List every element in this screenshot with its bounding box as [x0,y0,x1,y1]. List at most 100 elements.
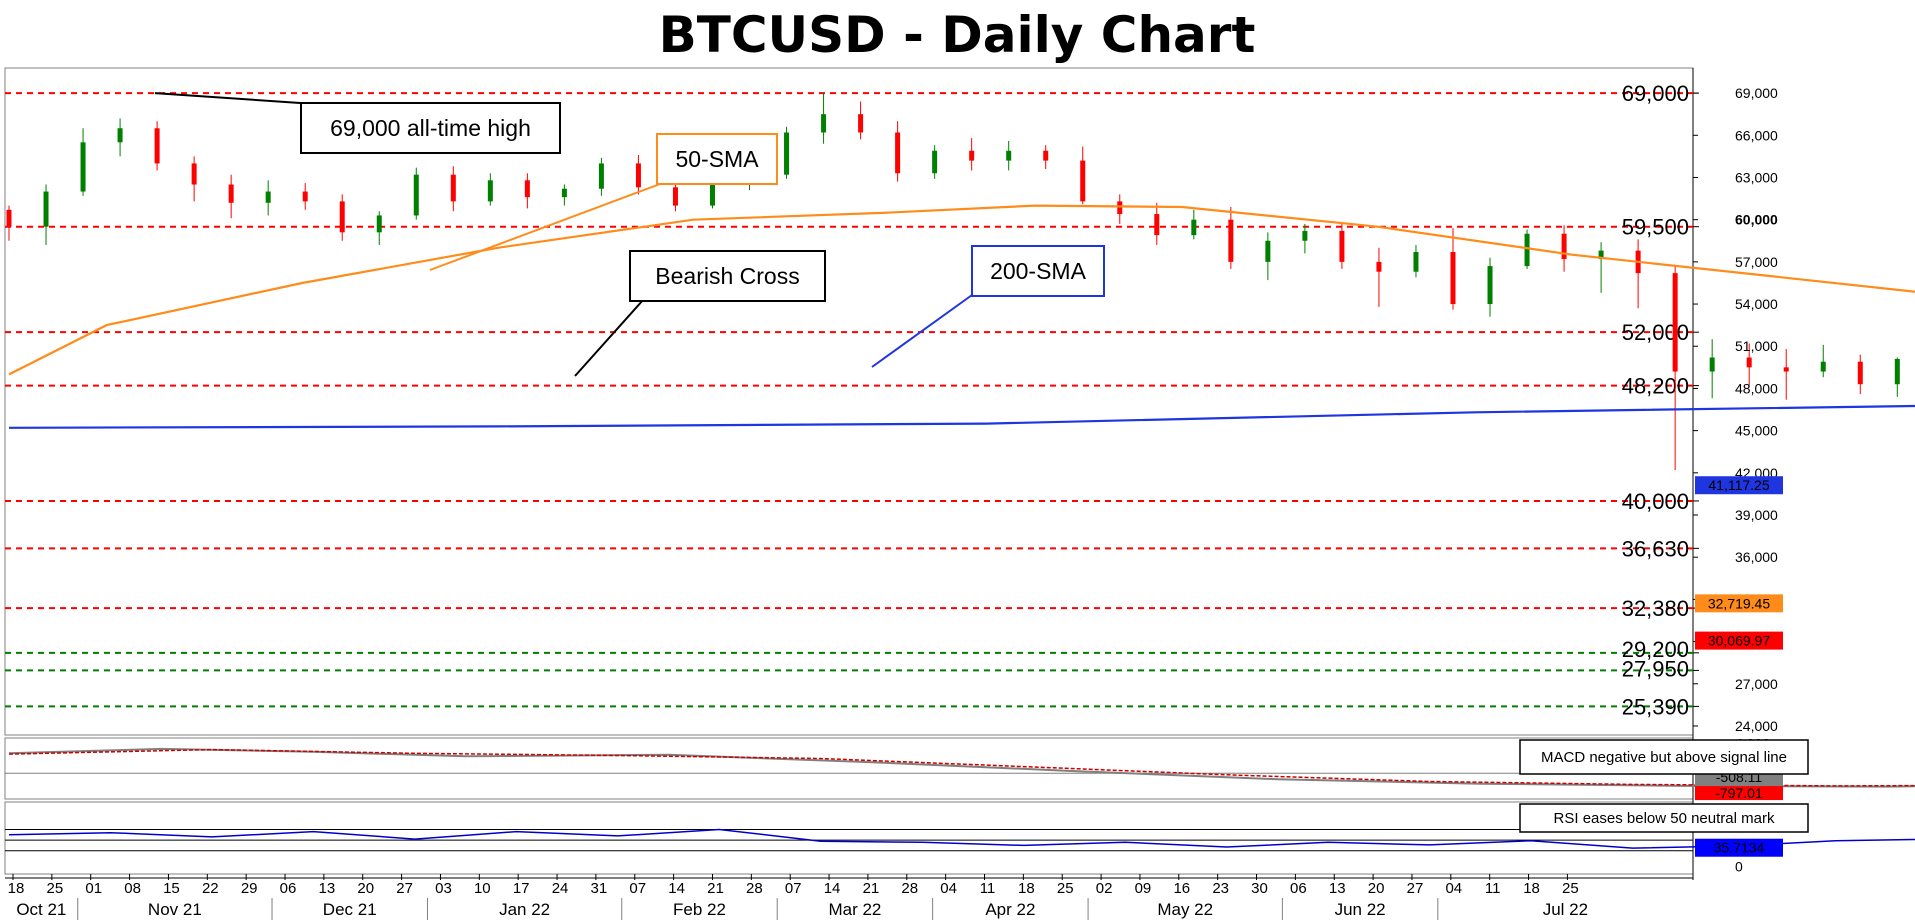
level-label-4: 40,000 [1622,489,1689,514]
price-panel-frame [4,67,1694,736]
signal-badge [1695,786,1783,801]
candle [1339,222,1345,269]
x-tick-label-16: 07 [629,880,646,897]
candle-body [1006,150,1012,161]
candle [117,118,123,157]
x-tick-label-19: 28 [746,880,763,897]
candle-body [709,184,715,206]
month-label-3: Jan 22 [499,900,550,919]
candle-body [1598,250,1604,260]
month-label-7: May 22 [1157,900,1213,919]
candle-body [1746,357,1752,368]
candle-body [1265,240,1271,262]
x-tick-label-6: 29 [241,880,258,897]
month-label-8: Jun 22 [1335,900,1386,919]
candle-body [6,209,12,227]
candle-body [1228,219,1234,262]
candle-body [1487,266,1493,305]
candlesticks [6,93,1900,471]
ath-label: 69,000 all-time high [330,115,531,141]
y-tick-label-2: 63,000 [1735,169,1778,185]
chart-title: BTCUSD - Daily Chart [659,6,1256,64]
ath-box [300,102,561,154]
x-tick-label-40: 25 [1562,880,1579,897]
candle-body [969,150,975,161]
x-tick-label-9: 20 [357,880,374,897]
x-tick-label-20: 07 [785,880,802,897]
level-label-0: 69,000 [1622,81,1689,106]
candle [265,180,271,216]
x-tick-label-11: 03 [435,880,452,897]
y-tick-label-1: 66,000 [1735,127,1778,143]
level-label-6: 32,380 [1622,596,1689,621]
y-tick-label-15: 24,000 [1735,718,1778,734]
candle-body [561,188,567,198]
candle [1302,223,1308,254]
candle-body [117,128,123,143]
x-tick-label-26: 18 [1018,880,1035,897]
bearish-cross-box [629,250,826,302]
x-tick-label-22: 21 [863,880,880,897]
candle [1487,257,1493,317]
sma200-pointer [871,294,973,368]
candle-body [1672,273,1678,372]
candle-body [895,132,901,174]
month-label-2: Dec 21 [323,900,377,919]
candle-body [1857,361,1863,385]
candle [1672,266,1678,471]
level-label-8: 27,950 [1622,656,1689,681]
candle [413,167,419,220]
candle [80,128,86,196]
candle-body [376,215,382,233]
candle [339,194,345,241]
candle [6,205,12,241]
candle-body [1783,367,1789,372]
x-tick-label-28: 02 [1096,880,1113,897]
candle-body [487,180,493,202]
month-label-6: Apr 22 [985,900,1035,919]
y-tick-label-0: 69,000 [1735,85,1778,101]
month-label-4: Feb 22 [673,900,726,919]
price-badge-1 [1695,594,1783,613]
sma50-label: 50-SMA [675,146,759,172]
candle [1709,339,1715,399]
x-tick-label-30: 16 [1173,880,1190,897]
x-tick-label-17: 14 [668,880,685,897]
level-label-5: 36,630 [1622,536,1689,561]
x-tick-label-36: 27 [1407,880,1424,897]
x-tick-label-10: 27 [396,880,413,897]
level-label-2: 52,000 [1622,320,1689,345]
candle-body [265,191,271,203]
candle-body [450,174,456,202]
candle-body [1080,160,1086,202]
level-label-9: 25,390 [1622,694,1689,719]
moving-averages [8,204,1915,429]
level-label-1: 59,500 [1622,215,1689,240]
candle [1228,207,1234,269]
month-label-9: Jul 22 [1543,900,1588,919]
price-badge-label-0: 41,117.25 [1708,477,1769,493]
price-badge-label-1: 32,719.45 [1708,595,1770,611]
candle [635,154,641,195]
candle-body [413,174,419,216]
candle [895,121,901,182]
candle-body [1450,252,1456,305]
candle [598,157,604,196]
candle [191,156,197,202]
candle [1191,209,1197,240]
candle-body [1524,233,1530,267]
x-tick-label-12: 10 [474,880,491,897]
candle-body [1413,252,1419,272]
price-badge-label-2: 30,069.97 [1708,633,1770,649]
candle-body [43,191,49,227]
x-tick-label-8: 13 [319,880,336,897]
candle [376,211,382,245]
x-tick-label-24: 04 [940,880,957,897]
y-tick-label-3: 60,000 [1735,212,1778,228]
sma200-box [971,245,1105,297]
candle [1154,202,1160,245]
rsi-badge-label: 35.7134 [1714,840,1765,856]
candle [1783,349,1789,400]
x-tick-label-33: 06 [1290,880,1307,897]
